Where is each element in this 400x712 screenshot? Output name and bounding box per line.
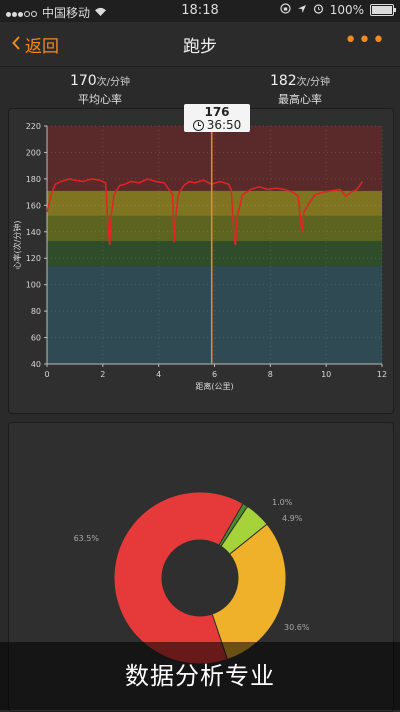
y-tick-label: 40 bbox=[31, 360, 41, 369]
y-axis-label: 心率(次/分钟) bbox=[12, 221, 22, 270]
back-label: 返回 bbox=[25, 37, 59, 57]
y-tick-label: 160 bbox=[26, 201, 41, 210]
x-tick-label: 12 bbox=[377, 370, 387, 379]
x-axis-label: 距离(公里) bbox=[195, 381, 233, 391]
max-heart-rate-value: 182 bbox=[269, 73, 297, 89]
y-tick-label: 100 bbox=[26, 281, 41, 290]
signal-icon bbox=[6, 6, 38, 20]
max-heart-rate-label: 最高心率 bbox=[278, 93, 322, 106]
cursor-tooltip: 176 36:50 bbox=[184, 104, 250, 132]
y-tick-label: 80 bbox=[31, 307, 41, 316]
hr-zone-band bbox=[47, 266, 382, 364]
heart-rate-summary: 170次/分钟 平均心率 182次/分钟 最高心率 bbox=[0, 66, 400, 110]
nav-bar: 返回 跑步 ••• bbox=[0, 22, 400, 67]
clock-icon bbox=[192, 120, 204, 131]
hr-zone-band bbox=[47, 126, 382, 191]
avg-heart-rate: 170次/分钟 平均心率 bbox=[0, 70, 200, 107]
cursor-heart-rate: 176 bbox=[204, 105, 230, 119]
pie-slice-label: 30.6% bbox=[284, 623, 310, 632]
status-bar: 中国移动 18:18 100% bbox=[0, 0, 400, 22]
status-right: 100% bbox=[280, 3, 396, 17]
pie-slice-label: 63.5% bbox=[74, 534, 100, 543]
battery-percent: 100% bbox=[329, 3, 364, 17]
x-tick-label: 0 bbox=[44, 370, 49, 379]
back-button[interactable]: 返回 bbox=[12, 32, 59, 57]
x-tick-label: 8 bbox=[268, 370, 273, 379]
avg-heart-rate-label: 平均心率 bbox=[78, 93, 122, 106]
y-tick-label: 120 bbox=[26, 254, 41, 263]
rotation-lock-icon bbox=[280, 3, 291, 17]
max-heart-rate: 182次/分钟 最高心率 bbox=[200, 70, 400, 107]
max-heart-rate-unit: 次/分钟 bbox=[296, 77, 331, 88]
avg-heart-rate-value: 170 bbox=[69, 73, 97, 89]
pie-slice-label: 4.9% bbox=[282, 514, 303, 523]
battery-icon bbox=[370, 4, 396, 16]
hr-zone-band bbox=[47, 190, 382, 216]
y-tick-label: 200 bbox=[26, 148, 41, 157]
x-tick-label: 4 bbox=[156, 370, 161, 379]
cursor-time: 36:50 bbox=[206, 118, 242, 132]
clock-time: 18:18 bbox=[181, 3, 219, 18]
more-button[interactable]: ••• bbox=[344, 28, 386, 53]
y-tick-label: 220 bbox=[26, 122, 41, 131]
alarm-icon bbox=[313, 3, 324, 17]
hr-zone-band bbox=[47, 241, 382, 267]
x-tick-label: 10 bbox=[321, 370, 331, 379]
pie-slice bbox=[113, 491, 244, 665]
y-tick-label: 180 bbox=[26, 175, 41, 184]
promo-banner: 数据分析专业 bbox=[0, 642, 400, 710]
avg-heart-rate-unit: 次/分钟 bbox=[96, 77, 131, 88]
wifi-icon bbox=[94, 6, 107, 20]
location-icon bbox=[297, 3, 307, 17]
heart-rate-chart[interactable]: 40 60 80 100 120 140 160 180 200 220 0 2 4 6 8 10 12 距离(公… bbox=[0, 0, 400, 420]
chevron-left-icon bbox=[12, 35, 21, 55]
x-tick-label: 6 bbox=[212, 370, 217, 379]
carrier-label: 中国移动 bbox=[42, 6, 91, 20]
y-tick-label: 60 bbox=[31, 334, 41, 343]
carrier-signal: 中国移动 bbox=[6, 4, 107, 21]
page-title: 跑步 bbox=[183, 37, 217, 57]
x-tick-label: 2 bbox=[100, 370, 105, 379]
pie-slice-label: 1.0% bbox=[272, 498, 293, 507]
hr-zone-band bbox=[47, 215, 382, 242]
heart-rate-line bbox=[46, 178, 364, 246]
y-tick-label: 140 bbox=[26, 228, 41, 237]
